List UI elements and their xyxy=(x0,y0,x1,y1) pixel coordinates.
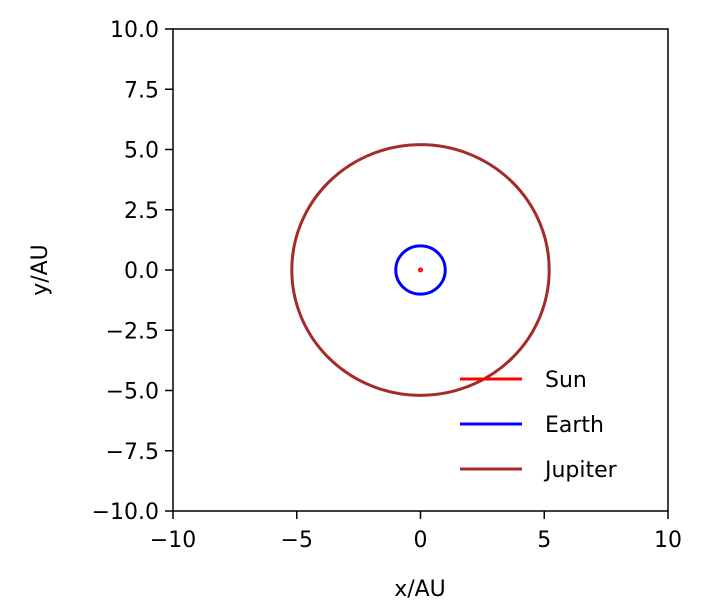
y-tick-label: −7.5 xyxy=(106,440,159,465)
x-axis-ticks: −10 −5 0 5 10 xyxy=(150,511,682,553)
x-tick-label: 0 xyxy=(414,528,428,553)
plot-area xyxy=(290,143,551,397)
x-tick-label: 10 xyxy=(654,528,682,553)
legend-label-sun: Sun xyxy=(545,368,587,393)
y-tick-label: −2.5 xyxy=(106,319,159,344)
y-axis-ticks: 10.0 7.5 5.0 2.5 0.0 −2.5 −5.0 −7.5 −10.0 xyxy=(92,18,173,525)
y-tick-label: 7.5 xyxy=(124,78,159,103)
x-tick-label: 5 xyxy=(537,528,551,553)
y-axis-label: y/AU xyxy=(28,244,53,296)
legend-label-earth: Earth xyxy=(545,413,604,438)
x-tick-label: −5 xyxy=(281,528,313,553)
orbit-jupiter xyxy=(290,143,551,397)
y-tick-label: −10.0 xyxy=(92,500,159,525)
orbit-earth xyxy=(394,244,447,296)
y-tick-label: 2.5 xyxy=(124,199,159,224)
y-tick-label: 5.0 xyxy=(124,139,159,164)
x-tick-label: −10 xyxy=(150,528,196,553)
legend: Sun Earth Jupiter xyxy=(460,368,618,483)
y-tick-label: −5.0 xyxy=(106,380,159,405)
legend-label-jupiter: Jupiter xyxy=(543,458,618,483)
y-tick-label: 10.0 xyxy=(110,18,159,43)
x-axis-label: x/AU xyxy=(394,577,446,602)
y-tick-label: 0.0 xyxy=(124,259,159,284)
orbit-sun xyxy=(418,267,423,273)
